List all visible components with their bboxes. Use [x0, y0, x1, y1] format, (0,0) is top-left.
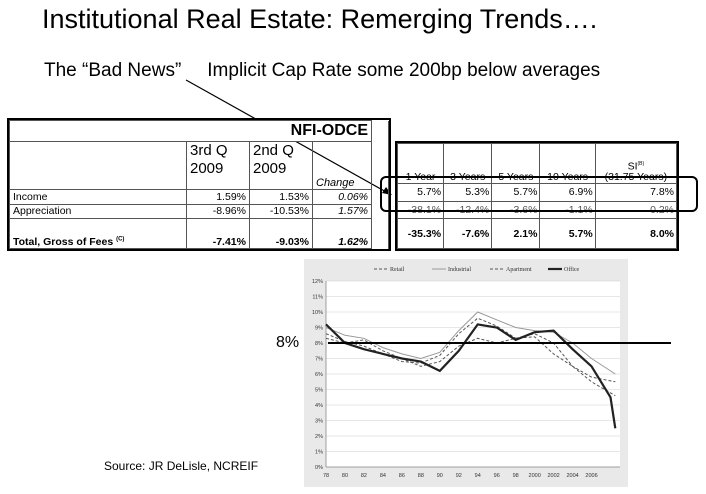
x-tick-label: 96 — [494, 473, 500, 479]
y-tick-label: 4% — [315, 403, 323, 409]
eight-percent-label: 8% — [276, 334, 300, 351]
legend-label-office: Office — [564, 266, 580, 273]
table-row: 5.7% 5.3% 5.7% 6.9% 7.8% — [396, 183, 678, 202]
x-tick-label: 2004 — [566, 473, 578, 479]
y-tick-label: 8% — [315, 341, 323, 347]
table-row: Appreciation -8.96% -10.53% 1.57% — [9, 203, 389, 219]
y-tick-label: 5% — [315, 388, 323, 394]
slide-title: Institutional Real Estate: Remerging Tre… — [42, 4, 598, 34]
x-tick-label: 78 — [323, 473, 329, 479]
x-tick-label: 84 — [380, 473, 386, 479]
y-tick-label: 12% — [312, 279, 323, 285]
source-note: Source: JR DeLisle, NCREIF — [104, 459, 259, 473]
y-tick-label: 7% — [315, 357, 323, 363]
table-row: -38.1% -12.4% -3.6% -1.1% 0.2% — [396, 200, 678, 219]
cap-rate-note: Implicit Cap Rate some 200bp below avera… — [207, 60, 601, 81]
y-tick-label: 2% — [315, 434, 323, 440]
y-tick-label: 10% — [312, 310, 323, 316]
y-tick-label: 9% — [315, 326, 323, 332]
odce-table-title: NFI-ODCE — [9, 120, 372, 142]
x-tick-label: 80 — [342, 473, 348, 479]
x-tick-label: 2002 — [547, 473, 559, 479]
cap-rate-chart: 0% 1% 2% 3% 4% 5% 6% 7% 8% 9% 10% 11% 12% 78 80 82 84 86 8… — [304, 259, 628, 487]
table-row: Income 1.59% 1.53% 0.06% — [9, 189, 389, 205]
x-tick-label: 90 — [437, 473, 443, 479]
y-tick-label: 11% — [312, 295, 323, 301]
x-tick-label: 88 — [418, 473, 424, 479]
x-tick-label: 98 — [513, 473, 519, 479]
y-tick-label: 0% — [315, 465, 323, 471]
x-tick-label: 2006 — [585, 473, 597, 479]
x-tick-label: 94 — [475, 473, 481, 479]
y-tick-label: 6% — [315, 372, 323, 378]
nfi-odce-table: NFI-ODCE 3rd Q 2009 2nd Q 2009 Change In… — [7, 118, 391, 251]
series-line-apartment — [325, 317, 616, 397]
table-row: -35.3% -7.6% 2.1% 5.7% 8.0% — [396, 218, 678, 249]
bad-news-label: The “Bad News” — [44, 60, 182, 81]
cap-rate-chart-svg: 0% 1% 2% 3% 4% 5% 6% 7% 8% 9% 10% 11% 12% 78 80 82 84 86 8… — [312, 266, 620, 479]
table-row: Total, Gross of Fees (C) -7.41% -9.03% 1… — [9, 218, 389, 249]
y-tick-label: 1% — [315, 450, 323, 456]
y-tick-label: 3% — [315, 419, 323, 425]
col-header-q2-2009: 2nd Q 2009 — [249, 141, 313, 190]
legend-label-industrial: Industrial — [448, 267, 471, 273]
series-line-office — [325, 323, 617, 429]
legend-label-apartment: Apartment — [506, 267, 532, 273]
income-row-highlight — [380, 176, 698, 212]
legend-label-retail: Retail — [390, 267, 405, 273]
x-tick-label: 2000 — [529, 473, 541, 479]
slide-subtitle: The “Bad News” Implicit Cap Rate some 200… — [44, 60, 600, 82]
x-tick-label: 92 — [456, 473, 462, 479]
col-header-q3-2009: 3rd Q 2009 — [186, 141, 250, 190]
x-tick-label: 86 — [399, 473, 405, 479]
col-header-change: Change — [312, 141, 372, 190]
x-tick-label: 82 — [361, 473, 367, 479]
